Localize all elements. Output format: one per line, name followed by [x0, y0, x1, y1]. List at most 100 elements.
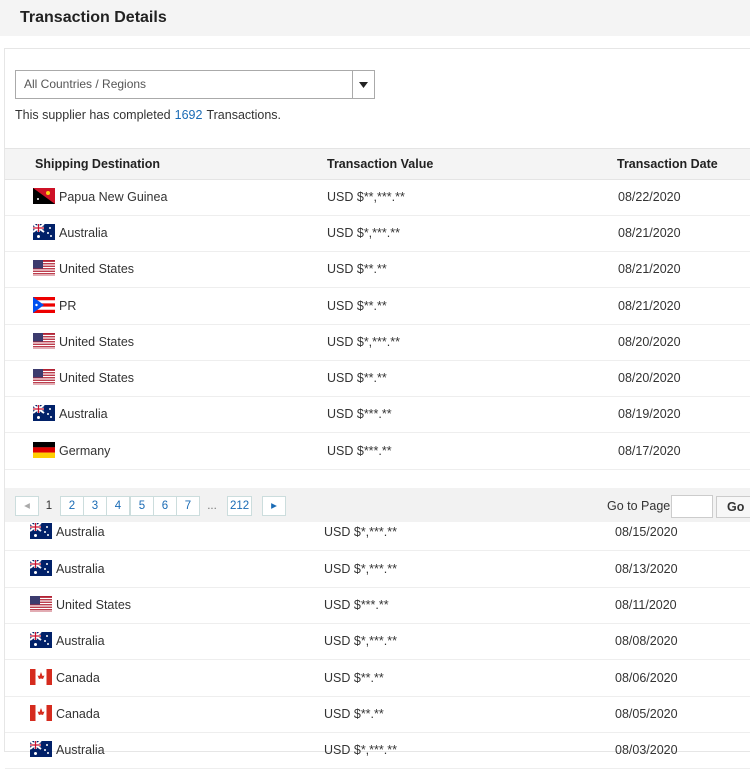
transaction-value: USD $***.** [324, 598, 389, 612]
transaction-value: USD $**.** [327, 299, 387, 313]
country-flag [30, 741, 52, 757]
page-button[interactable]: 7 [176, 496, 200, 516]
transaction-value: USD $**.** [324, 671, 384, 685]
go-button[interactable]: Go [716, 496, 750, 518]
region-dropdown[interactable]: All Countries / Regions [15, 70, 375, 99]
transaction-value: USD $***.** [327, 444, 392, 458]
destination: Australia [56, 562, 105, 576]
dropdown-button[interactable] [352, 71, 374, 98]
transaction-value: USD $*,***.** [324, 634, 397, 648]
destination: Canada [56, 671, 100, 685]
page-button[interactable]: 3 [83, 496, 107, 516]
country-flag [33, 224, 55, 240]
country-flag [30, 705, 52, 721]
transaction-value: USD $**.** [324, 707, 384, 721]
transaction-count[interactable]: 1692 [174, 108, 203, 122]
flag-shape [33, 188, 55, 204]
country-flag [33, 442, 55, 458]
table-row: Australia USD $*,***.** 08/15/2020 [5, 514, 750, 551]
transaction-date: 08/21/2020 [618, 226, 681, 240]
page-title: Transaction Details [20, 9, 167, 26]
transaction-date: 08/20/2020 [618, 335, 681, 349]
transaction-date: 08/22/2020 [618, 190, 681, 204]
table-row: Australia USD $*,***.** 08/21/2020 [5, 215, 750, 252]
transaction-date: 08/15/2020 [615, 525, 678, 539]
page-button[interactable]: 5 [130, 496, 154, 516]
column-header: Shipping Destination [35, 157, 160, 171]
flag-shape [33, 369, 55, 385]
goto-label: Go to Page [607, 499, 671, 513]
table-row: Australia USD $*,***.** 08/13/2020 [5, 551, 750, 588]
table-row: United States USD $**.** 08/20/2020 [5, 360, 750, 397]
column-header: Transaction Date [617, 157, 718, 171]
table-row: Australia USD $*,***.** 08/03/2020 [5, 732, 750, 769]
goto-input[interactable] [671, 495, 713, 518]
transaction-date: 08/19/2020 [618, 407, 681, 421]
page-button[interactable]: 2 [60, 496, 84, 516]
flag-shape [30, 705, 52, 721]
page-button[interactable]: 6 [153, 496, 177, 516]
transaction-date: 08/21/2020 [618, 262, 681, 276]
transaction-date: 08/06/2020 [615, 671, 678, 685]
summary-suffix: Transactions. [206, 108, 282, 122]
flag-shape [33, 224, 55, 240]
country-flag [30, 560, 52, 576]
next-page[interactable]: ▸ [262, 496, 286, 516]
table-row: United States USD $***.** 08/11/2020 [5, 587, 750, 624]
destination: United States [59, 262, 135, 276]
flag-shape [30, 632, 52, 648]
table-row: Germany USD $***.** 08/17/2020 [5, 433, 750, 470]
flag-shape [33, 260, 55, 276]
flag-shape [30, 523, 52, 539]
country-flag [33, 369, 55, 385]
destination: Australia [56, 634, 105, 648]
transaction-value: USD $*,***.** [327, 226, 400, 240]
table-row: Papua New Guinea USD $**,***.** 08/22/2020 [5, 179, 750, 216]
destination: United States [56, 598, 132, 612]
country-flag [30, 523, 52, 539]
transaction-date: 08/08/2020 [615, 634, 678, 648]
header-bar [0, 0, 750, 36]
transaction-date: 08/17/2020 [618, 444, 681, 458]
transaction-value: USD $*,***.** [327, 335, 400, 349]
country-flag [30, 632, 52, 648]
transaction-value: USD $**,***.** [327, 190, 405, 204]
table-row: United States USD $*,***.** 08/20/2020 [5, 324, 750, 361]
country-flag [33, 188, 55, 204]
destination: PR [59, 299, 77, 313]
destination: Australia [56, 743, 105, 757]
country-flag [30, 596, 52, 612]
flag-shape [30, 741, 52, 757]
flag-shape [30, 560, 52, 576]
table-row: Australia USD $***.** 08/19/2020 [5, 396, 750, 433]
transaction-date: 08/05/2020 [615, 707, 678, 721]
transaction-value: USD $**.** [327, 371, 387, 385]
transaction-value: USD $***.** [327, 407, 392, 421]
transaction-value: USD $*,***.** [324, 743, 397, 757]
transaction-value: USD $*,***.** [324, 525, 397, 539]
flag-shape [33, 442, 55, 458]
flag-shape [30, 596, 52, 612]
transaction-value: USD $*,***.** [324, 562, 397, 576]
country-flag [33, 405, 55, 421]
table-row: Australia USD $*,***.** 08/08/2020 [5, 623, 750, 660]
destination: Australia [59, 407, 108, 421]
transaction-date: 08/21/2020 [618, 299, 681, 313]
prev-page[interactable]: ◂ [15, 496, 39, 516]
page-button[interactable]: 4 [106, 496, 130, 516]
transaction-value: USD $**.** [327, 262, 387, 276]
transaction-date: 08/11/2020 [615, 598, 677, 612]
transaction-date: 08/03/2020 [615, 743, 678, 757]
destination: United States [59, 335, 135, 349]
page-button[interactable]: 212 [227, 496, 253, 516]
page-button[interactable]: 1 [45, 500, 53, 512]
column-header: Transaction Value [327, 157, 434, 171]
summary-prefix: This supplier has completed [15, 108, 171, 122]
dropdown-value: All Countries / Regions [24, 77, 147, 91]
destination: Australia [59, 226, 108, 240]
destination: United States [59, 371, 135, 385]
page-button[interactable]: ... [207, 500, 217, 512]
destination: Australia [56, 525, 105, 539]
